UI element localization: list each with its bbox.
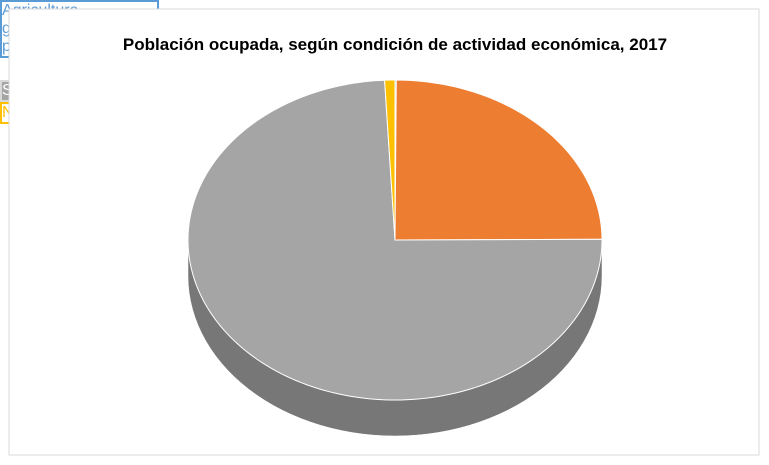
slice <box>394 79 603 241</box>
slice <box>384 79 396 241</box>
chart-title: Población ocupada, según condición de ac… <box>122 35 668 54</box>
slice <box>187 79 603 401</box>
